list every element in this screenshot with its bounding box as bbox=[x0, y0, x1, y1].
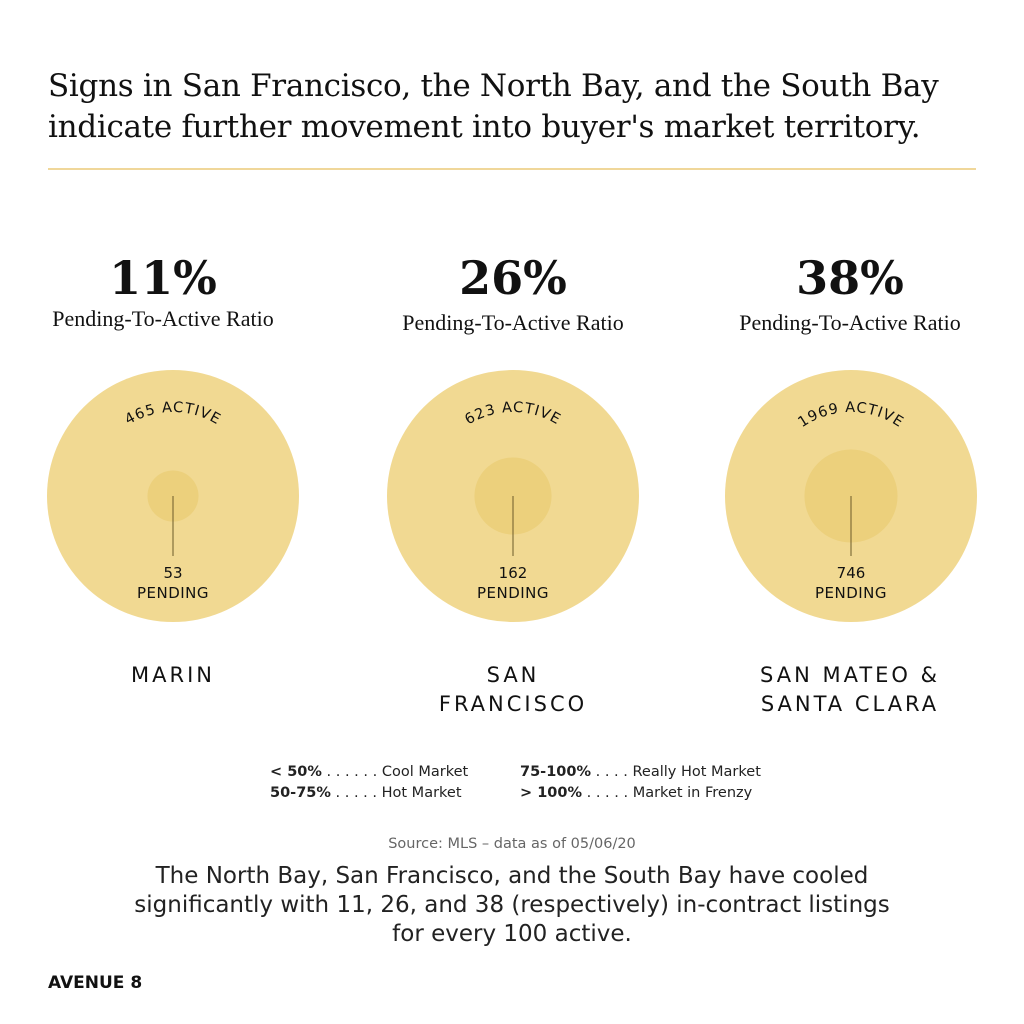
region-name: MARIN bbox=[131, 663, 215, 687]
divider bbox=[48, 168, 976, 170]
ratio-value: 11% bbox=[109, 251, 217, 305]
region-marin: MARIN bbox=[23, 661, 323, 690]
legend-right: 75-100% . . . . Really Hot Market > 100%… bbox=[520, 762, 761, 804]
pending-count: 162 bbox=[499, 564, 528, 582]
region-name-line1: SAN bbox=[486, 663, 540, 687]
stat-san-mateo-santa-clara: 38% Pending-To-Active Ratio bbox=[700, 252, 1000, 336]
legend-item: > 100% . . . . . Market in Frenzy bbox=[520, 785, 753, 801]
region-name-line2: FRANCISCO bbox=[438, 692, 588, 716]
pending-count: 53 bbox=[163, 564, 182, 582]
summary-line: for every 100 active. bbox=[392, 921, 632, 947]
title-line-2: indicate further movement into buyer's m… bbox=[48, 109, 921, 145]
region-name-line1: SAN MATEO & bbox=[760, 663, 940, 687]
stat-marin: 11% Pending-To-Active Ratio bbox=[13, 252, 313, 332]
summary-line: The North Bay, San Francisco, and the So… bbox=[155, 863, 869, 889]
source-note: Source: MLS – data as of 05/06/20 bbox=[388, 836, 636, 852]
page-title: Signs in San Francisco, the North Bay, a… bbox=[48, 66, 939, 148]
title-line-1: Signs in San Francisco, the North Bay, a… bbox=[48, 68, 939, 104]
summary-text: The North Bay, San Francisco, and the So… bbox=[0, 862, 1024, 949]
region-san-francisco: SAN FRANCISCO bbox=[363, 661, 663, 719]
pending-label: PENDING bbox=[477, 584, 549, 602]
legend-item: < 50% . . . . . . Cool Market bbox=[270, 764, 469, 780]
summary-line: significantly with 11, 26, and 38 (respe… bbox=[134, 892, 890, 918]
pending-label: PENDING bbox=[137, 584, 209, 602]
ratio-label: Pending-To-Active Ratio bbox=[402, 310, 624, 335]
region-san-mateo-santa-clara: SAN MATEO & SANTA CLARA bbox=[700, 661, 1000, 719]
stat-san-francisco: 26% Pending-To-Active Ratio bbox=[363, 252, 663, 336]
legend-item: 75-100% . . . . Really Hot Market bbox=[520, 764, 761, 780]
legend-left: < 50% . . . . . . Cool Market 50-75% . .… bbox=[270, 762, 468, 804]
ratio-value: 38% bbox=[796, 251, 904, 305]
region-name-line2: SANTA CLARA bbox=[760, 692, 940, 716]
ratio-label: Pending-To-Active Ratio bbox=[52, 306, 274, 331]
brand-logo: AVENUE 8 bbox=[48, 973, 143, 993]
pending-label: PENDING bbox=[815, 584, 887, 602]
legend-item: 50-75% . . . . . Hot Market bbox=[270, 785, 462, 801]
ratio-value: 26% bbox=[459, 251, 567, 305]
pending-count: 746 bbox=[837, 564, 866, 582]
ratio-label: Pending-To-Active Ratio bbox=[739, 310, 961, 335]
